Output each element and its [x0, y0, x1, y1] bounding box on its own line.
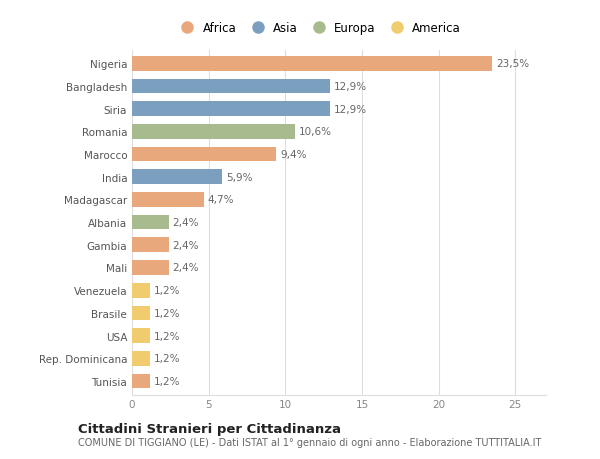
Legend: Africa, Asia, Europa, America: Africa, Asia, Europa, America — [175, 22, 461, 35]
Text: 2,4%: 2,4% — [173, 263, 199, 273]
Text: Cittadini Stranieri per Cittadinanza: Cittadini Stranieri per Cittadinanza — [78, 422, 341, 436]
Bar — [132, 170, 223, 185]
Bar — [132, 102, 330, 117]
Bar — [132, 351, 151, 366]
Text: 9,4%: 9,4% — [280, 150, 307, 160]
Bar — [132, 193, 204, 207]
Text: 4,7%: 4,7% — [208, 195, 235, 205]
Bar — [132, 147, 276, 162]
Bar — [132, 238, 169, 252]
Text: 1,2%: 1,2% — [154, 285, 181, 296]
Bar — [132, 329, 151, 343]
Text: 2,4%: 2,4% — [173, 218, 199, 228]
Bar — [132, 79, 330, 94]
Bar — [132, 261, 169, 275]
Bar — [132, 283, 151, 298]
Bar — [132, 306, 151, 320]
Bar — [132, 215, 169, 230]
Text: COMUNE DI TIGGIANO (LE) - Dati ISTAT al 1° gennaio di ogni anno - Elaborazione T: COMUNE DI TIGGIANO (LE) - Dati ISTAT al … — [78, 437, 541, 447]
Text: 12,9%: 12,9% — [334, 82, 367, 92]
Text: 1,2%: 1,2% — [154, 331, 181, 341]
Bar — [132, 57, 493, 72]
Text: 1,2%: 1,2% — [154, 353, 181, 364]
Text: 1,2%: 1,2% — [154, 308, 181, 318]
Text: 2,4%: 2,4% — [173, 240, 199, 250]
Text: 5,9%: 5,9% — [226, 172, 253, 182]
Bar — [132, 125, 295, 140]
Text: 23,5%: 23,5% — [496, 59, 529, 69]
Text: 1,2%: 1,2% — [154, 376, 181, 386]
Bar — [132, 374, 151, 388]
Text: 12,9%: 12,9% — [334, 104, 367, 114]
Text: 10,6%: 10,6% — [298, 127, 331, 137]
